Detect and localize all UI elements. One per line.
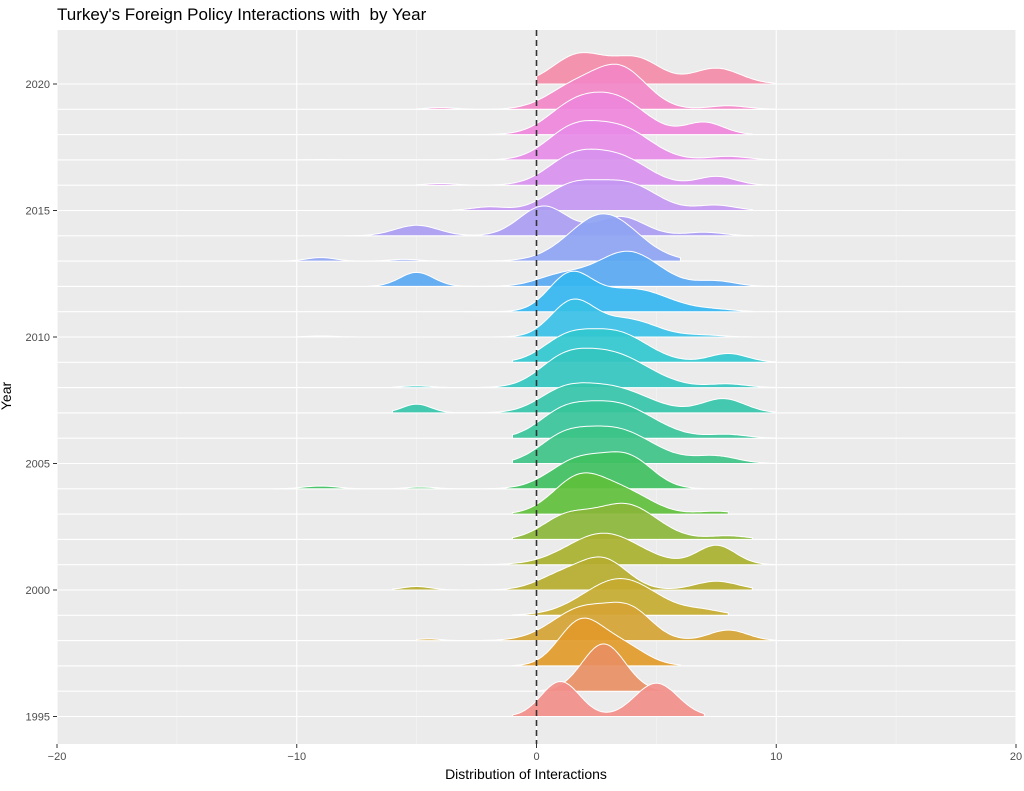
ridge-2005 [512, 425, 777, 464]
y-tick-label: 2020 [26, 79, 50, 91]
chart-title: Turkey's Foreign Policy Interactions wit… [57, 5, 427, 24]
x-axis-title-wrap: Distribution of Interactions [0, 766, 1024, 782]
ridge-2001 [464, 532, 777, 566]
ridge-2019 [416, 63, 777, 110]
y-tick-label: 2000 [26, 585, 50, 597]
y-tick-label: 2005 [26, 459, 50, 471]
ridge-2013 [272, 213, 681, 262]
x-axis-title: Distribution of Interactions [445, 766, 607, 782]
ridge-2002 [512, 502, 753, 540]
ridge-2015 [452, 179, 753, 211]
x-tick-label: 0 [533, 751, 539, 763]
y-tick-label: 2010 [26, 332, 50, 344]
y-axis: 1995 2000 2005 2010 2015 2020 [26, 79, 57, 724]
x-tick-label: −10 [287, 751, 306, 763]
ridge-2014 [344, 205, 753, 237]
x-tick-label: 20 [1010, 751, 1022, 763]
ridge-2007 [392, 382, 777, 414]
ridges [272, 52, 777, 717]
ridge-2016 [416, 148, 777, 186]
x-tick-label: 10 [770, 751, 782, 763]
ridge-2003 [512, 472, 729, 515]
ridge-2017 [296, 119, 777, 161]
ridge-2010 [296, 298, 753, 338]
ridge-2000 [392, 556, 753, 591]
y-tick-label: 1995 [26, 712, 50, 724]
ridge-1998 [416, 601, 777, 642]
ridge-1997 [512, 617, 681, 667]
ridge-2004 [272, 451, 753, 490]
ridge-2008 [392, 347, 777, 389]
x-axis: −20 −10 0 10 20 [48, 744, 1022, 763]
y-tick-label: 2015 [26, 206, 50, 218]
ridge-1995 [512, 680, 705, 717]
ridge-2012 [368, 250, 777, 287]
ridge-1999 [512, 577, 729, 616]
x-tick-label: −20 [48, 751, 67, 763]
